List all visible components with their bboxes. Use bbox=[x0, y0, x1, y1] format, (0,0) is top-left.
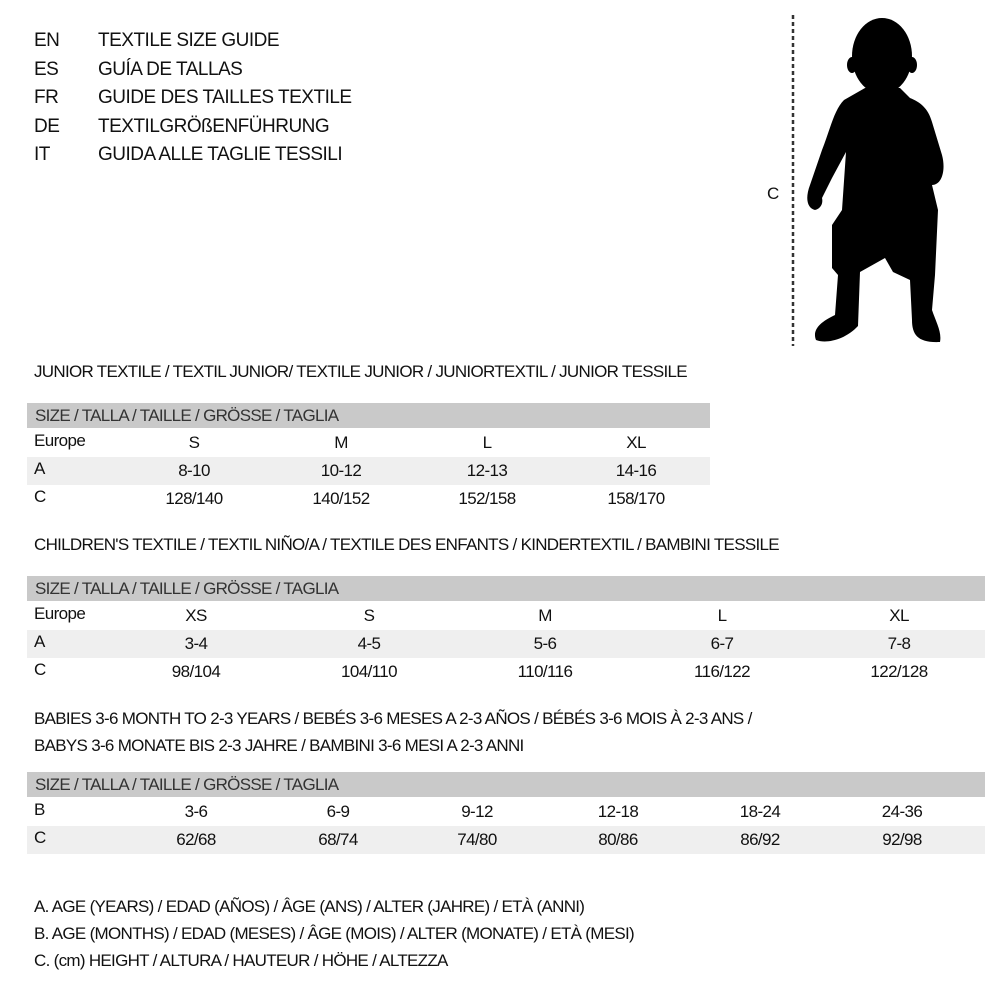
table-cell: 6-9 bbox=[326, 802, 350, 821]
table-cell: 158/170 bbox=[607, 489, 665, 508]
table-cell: M bbox=[538, 606, 552, 625]
table-cell: 3-4 bbox=[184, 634, 208, 653]
language-title: GUIDE DES TAILLES TEXTILE bbox=[98, 87, 352, 108]
language-code: DE bbox=[34, 115, 60, 137]
language-title: GUIDA ALLE TAGLIE TESSILI bbox=[98, 144, 343, 165]
table-cell: 110/116 bbox=[517, 662, 573, 681]
table-cell: 12-18 bbox=[597, 802, 639, 821]
row-label: C bbox=[34, 487, 46, 506]
table-cell: 9-12 bbox=[461, 802, 493, 821]
row-shading bbox=[27, 826, 985, 854]
table-cell: 8-10 bbox=[178, 461, 210, 480]
row-label: A bbox=[34, 459, 45, 478]
table-cell: 24-36 bbox=[881, 802, 923, 821]
table-cell: 104/110 bbox=[341, 662, 398, 681]
junior-section-title: JUNIOR TEXTILE / TEXTIL JUNIOR/ TEXTILE … bbox=[34, 362, 688, 381]
table-cell: S bbox=[188, 433, 200, 452]
size-header-bar: SIZE / TALLA / TAILLE / GRÖSSE / TAGLIA bbox=[27, 403, 710, 428]
table-cell: XL bbox=[626, 433, 646, 452]
row-shading bbox=[27, 457, 710, 485]
table-cell: 5-6 bbox=[533, 634, 557, 653]
language-code: EN bbox=[34, 30, 60, 51]
table-cell: 18-24 bbox=[739, 802, 781, 821]
table-cell: 7-8 bbox=[887, 634, 911, 653]
table-cell: 122/128 bbox=[870, 662, 928, 681]
legend-age-years: A. AGE (YEARS) / EDAD (AÑOS) / ÂGE (ANS)… bbox=[34, 897, 585, 916]
table-cell: 74/80 bbox=[457, 830, 497, 849]
size-header-label: SIZE / TALLA / TAILLE / GRÖSSE / TAGLIA bbox=[35, 775, 339, 794]
row-label: B bbox=[34, 800, 45, 819]
language-title: TEXTILGRÖßENFÜHRUNG bbox=[98, 115, 330, 137]
size-header-label: SIZE / TALLA / TAILLE / GRÖSSE / TAGLIA bbox=[35, 406, 339, 425]
language-code: IT bbox=[34, 144, 50, 165]
language-code: FR bbox=[34, 87, 59, 108]
row-label: C bbox=[34, 660, 46, 679]
language-title: GUÍA DE TALLAS bbox=[98, 58, 243, 80]
height-label: C bbox=[767, 184, 779, 203]
table-cell: 4-5 bbox=[357, 634, 381, 653]
table-cell: 92/98 bbox=[882, 830, 922, 849]
table-cell: 10-12 bbox=[320, 461, 362, 480]
table-cell: 62/68 bbox=[176, 830, 216, 849]
language-title: TEXTILE SIZE GUIDE bbox=[98, 30, 280, 51]
table-cell: XL bbox=[889, 606, 909, 625]
row-shading bbox=[27, 630, 985, 658]
size-header-label: SIZE / TALLA / TAILLE / GRÖSSE / TAGLIA bbox=[35, 579, 339, 598]
row-label: Europe bbox=[34, 431, 86, 450]
table-cell: 86/92 bbox=[740, 830, 780, 849]
language-code: ES bbox=[34, 58, 59, 80]
table-cell: L bbox=[482, 433, 492, 452]
table-cell: 80/86 bbox=[598, 830, 638, 849]
table-cell: 152/158 bbox=[458, 489, 516, 508]
table-cell: 128/140 bbox=[165, 489, 223, 508]
table-cell: 140/152 bbox=[312, 489, 370, 508]
size-header-bar: SIZE / TALLA / TAILLE / GRÖSSE / TAGLIA bbox=[27, 772, 985, 797]
table-cell: 12-13 bbox=[466, 461, 508, 480]
table-cell: 68/74 bbox=[318, 830, 358, 849]
children-section-title: CHILDREN'S TEXTILE / TEXTIL NIÑO/A / TEX… bbox=[34, 535, 780, 554]
table-cell: M bbox=[334, 433, 348, 452]
table-cell: 116/122 bbox=[694, 662, 751, 681]
row-label: C bbox=[34, 828, 46, 847]
babies-section-title-line2: BABYS 3-6 MONATE BIS 2-3 JAHRE / BAMBINI… bbox=[34, 736, 524, 755]
table-cell: L bbox=[717, 606, 727, 625]
table-cell: 6-7 bbox=[710, 634, 734, 653]
table-cell: 14-16 bbox=[615, 461, 657, 480]
babies-section-title-line1: BABIES 3-6 MONTH TO 2-3 YEARS / BEBÉS 3-… bbox=[34, 709, 752, 728]
child-silhouette-icon bbox=[791, 15, 944, 346]
table-cell: XS bbox=[185, 606, 207, 625]
table-cell: 3-6 bbox=[184, 802, 208, 821]
legend-height: C. (cm) HEIGHT / ALTURA / HAUTEUR / HÖHE… bbox=[34, 951, 448, 970]
row-label: A bbox=[34, 632, 45, 651]
row-label: Europe bbox=[34, 604, 86, 623]
table-cell: S bbox=[363, 606, 375, 625]
table-cell: 98/104 bbox=[171, 662, 221, 681]
size-header-bar: SIZE / TALLA / TAILLE / GRÖSSE / TAGLIA bbox=[27, 576, 985, 601]
legend-age-months: B. AGE (MONTHS) / EDAD (MESES) / ÂGE (MO… bbox=[34, 924, 635, 943]
